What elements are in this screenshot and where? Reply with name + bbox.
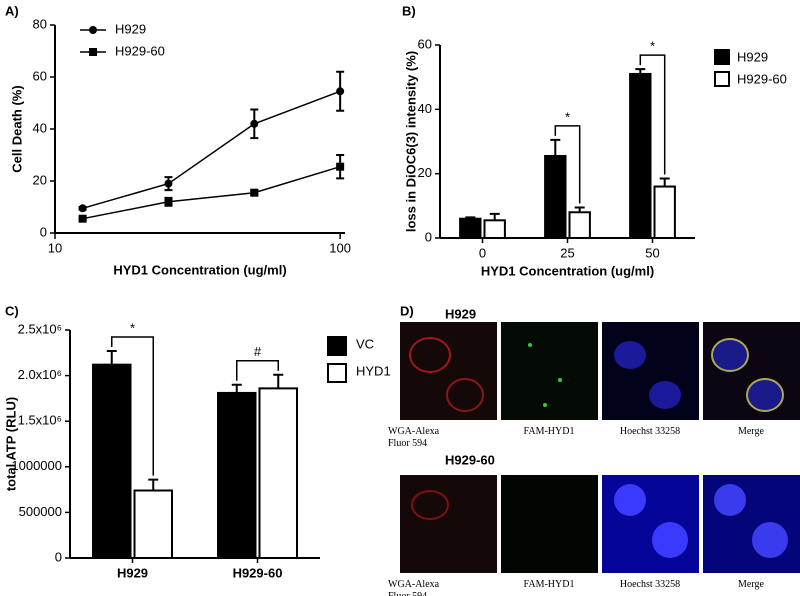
x-tick-label: 50 — [645, 245, 659, 260]
legend-marker — [89, 26, 97, 34]
legend-swatch — [714, 49, 730, 65]
legend-swatch — [327, 363, 347, 383]
significance-label: * — [650, 39, 655, 54]
x-tick-label: H929-60 — [233, 565, 283, 580]
x-tick-label: 10 — [48, 240, 62, 255]
error-bar — [659, 177, 670, 187]
error-bar — [574, 206, 585, 213]
error-bar — [550, 138, 561, 156]
panel-label: B) — [402, 3, 416, 18]
image-caption: Merge — [738, 579, 764, 590]
row-title: H929 — [445, 306, 476, 321]
marker — [336, 162, 345, 171]
image-caption: FAM-HYD1 — [523, 426, 575, 437]
y-tick-label: 1.5x10⁶ — [18, 413, 62, 428]
series-line — [82, 165, 341, 220]
bar — [629, 72, 652, 239]
image-caption: Hoechst 33258 — [619, 426, 681, 437]
x-tick-label: 0 — [479, 245, 486, 260]
marker — [250, 119, 259, 128]
error-bar — [273, 373, 284, 389]
significance-label: # — [254, 344, 262, 359]
y-tick-label: 500000 — [19, 504, 62, 519]
x-tick-label: H929 — [117, 565, 148, 580]
bar — [544, 154, 567, 240]
series-line — [82, 90, 341, 210]
legend-label: HYD1 — [356, 363, 391, 378]
legend-label: H929 — [737, 49, 768, 64]
y-axis-label: Cell Death (%) — [9, 85, 24, 172]
bar — [483, 219, 506, 239]
legend-label: H929-60 — [737, 71, 787, 86]
y-tick-label: 1000000 — [11, 458, 62, 473]
y-tick-label: 40 — [33, 120, 47, 135]
y-tick-label: 80 — [33, 16, 47, 31]
legend-swatch — [714, 71, 730, 87]
bar — [133, 489, 173, 559]
error-bar — [231, 383, 242, 393]
significance-bracket — [639, 54, 666, 175]
y-tick-label: 0 — [55, 549, 62, 564]
y-tick-label: 0 — [40, 224, 47, 239]
error-bar — [106, 349, 117, 365]
error-bar — [635, 68, 646, 74]
image-caption: WGA-Alexa Fluor 594 — [388, 579, 440, 596]
y-tick-label: 60 — [418, 36, 432, 51]
significance-bracket — [111, 336, 154, 476]
x-axis-label: HYD1 Concentration (ug/ml) — [113, 262, 286, 277]
error-bar — [465, 216, 476, 219]
significance-label: * — [565, 109, 570, 124]
panel-label: C) — [5, 303, 19, 318]
image-caption: FAM-HYD1 — [523, 579, 575, 590]
y-tick-label: 20 — [418, 165, 432, 180]
x-tick-label: 100 — [329, 240, 351, 255]
y-tick-label: 20 — [33, 172, 47, 187]
legend-label: VC — [356, 336, 374, 351]
y-tick-label: 40 — [418, 101, 432, 116]
marker — [164, 197, 173, 206]
y-axis-label: loss in DiOC6(3) intensity (%) — [403, 51, 418, 232]
row-title: H929-60 — [445, 452, 495, 467]
bar — [459, 217, 482, 239]
bar — [258, 387, 298, 560]
error-bar — [148, 478, 159, 491]
microscopy-images — [400, 322, 800, 573]
marker — [250, 188, 259, 197]
panel-label: A) — [5, 3, 19, 18]
marker — [164, 179, 173, 188]
legend-marker — [89, 48, 97, 56]
image-caption: Hoechst 33258 — [619, 579, 681, 590]
legend-swatch — [327, 336, 347, 356]
significance-bracket — [236, 359, 279, 381]
bar — [653, 185, 676, 240]
y-axis-label: total ATP (RLU) — [3, 397, 18, 491]
legend-label: H929-60 — [115, 43, 165, 58]
bar — [92, 363, 132, 559]
bar — [568, 211, 591, 239]
panel-label: D) — [400, 303, 414, 318]
x-axis-label: HYD1 Concentration (ug/ml) — [481, 263, 654, 278]
x-tick-label: 25 — [560, 245, 574, 260]
y-tick-label: 2.0x10⁶ — [18, 367, 62, 382]
significance-label: * — [130, 320, 135, 335]
marker — [78, 204, 87, 213]
bar — [217, 391, 257, 560]
marker — [336, 87, 345, 96]
y-tick-label: 2.5x10⁶ — [18, 321, 62, 336]
legend-label: H929 — [115, 21, 146, 36]
y-tick-label: 0 — [425, 229, 432, 244]
y-tick-label: 60 — [33, 68, 47, 83]
image-caption: Merge — [738, 426, 764, 437]
error-bar — [489, 212, 500, 221]
marker — [78, 214, 87, 223]
significance-bracket — [554, 125, 581, 204]
image-caption: WGA-Alexa Fluor 594 — [388, 426, 440, 449]
